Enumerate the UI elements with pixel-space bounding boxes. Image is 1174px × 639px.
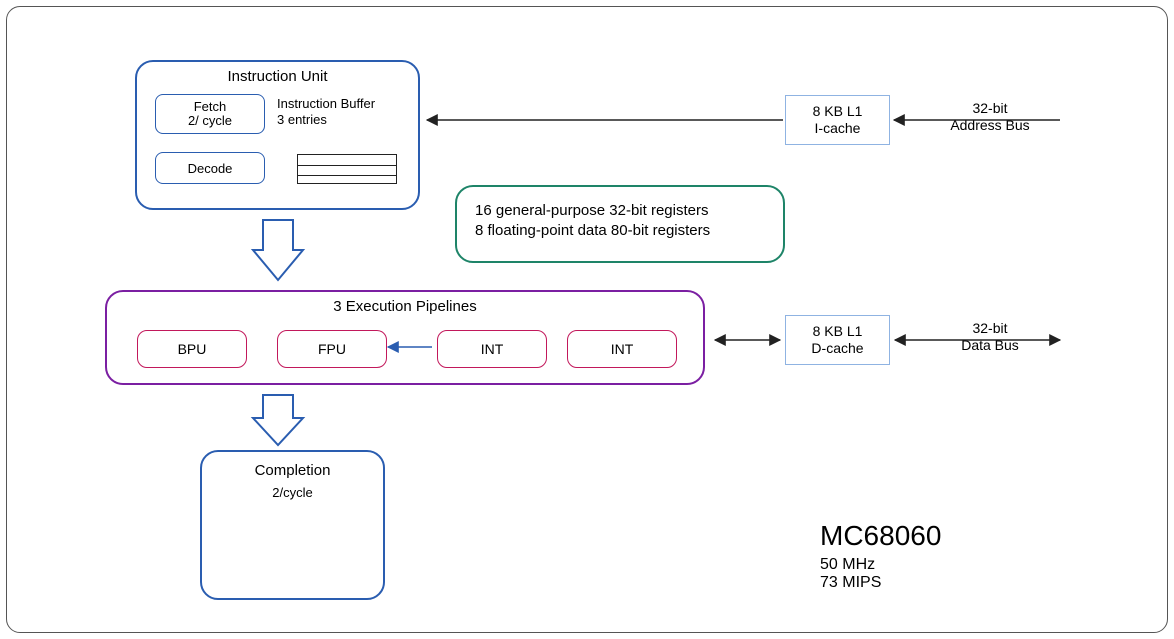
registers-line1: 16 general-purpose 32-bit registers [475,201,765,221]
dcache-box: 8 KB L1 D-cache [785,315,890,365]
completion-box: Completion 2/cycle [200,450,385,600]
pipelines-title: 3 Execution Pipelines [107,298,703,315]
pipeline-unit-0: BPU [137,330,247,368]
chip-info: MC68060 50 MHz 73 MIPS [820,520,1120,592]
pipeline-unit-3: INT [567,330,677,368]
buffer-line1: Instruction Buffer [277,96,417,112]
chip-name: MC68060 [820,520,1120,552]
decode-label: Decode [188,161,233,176]
buffer-label: Instruction Buffer 3 entries [277,96,417,127]
decode-box: Decode [155,152,265,184]
address-bus-line2: Address Bus [930,117,1050,134]
pipeline-unit-2-label: INT [481,341,504,357]
diagram-canvas: Instruction Unit Fetch 2/ cycle Instruct… [0,0,1174,639]
chip-mips: 73 MIPS [820,574,1120,592]
icache-box: 8 KB L1 I-cache [785,95,890,145]
completion-sub: 2/cycle [202,485,383,500]
data-bus-line2: Data Bus [930,337,1050,354]
address-bus-line1: 32-bit [930,100,1050,117]
address-bus-label: 32-bit Address Bus [930,100,1050,134]
buffer-line2: 3 entries [277,112,417,128]
buffer-stack [297,154,397,184]
pipeline-unit-1-label: FPU [318,341,346,357]
pipelines-box: 3 Execution Pipelines BPU FPU INT INT [105,290,705,385]
registers-line2: 8 floating-point data 80-bit registers [475,221,765,241]
registers-box: 16 general-purpose 32-bit registers 8 fl… [455,185,785,263]
dcache-line2: D-cache [811,340,863,357]
dcache-line1: 8 KB L1 [813,323,863,340]
completion-title: Completion [202,462,383,479]
icache-line2: I-cache [815,120,861,137]
icache-line1: 8 KB L1 [813,103,863,120]
data-bus-line1: 32-bit [930,320,1050,337]
instruction-unit-title: Instruction Unit [137,68,418,85]
fetch-line1: Fetch [194,100,227,114]
data-bus-label: 32-bit Data Bus [930,320,1050,354]
pipeline-unit-2: INT [437,330,547,368]
pipeline-unit-3-label: INT [611,341,634,357]
fetch-line2: 2/ cycle [188,114,232,128]
chip-clock: 50 MHz [820,556,1120,574]
fetch-box: Fetch 2/ cycle [155,94,265,134]
pipeline-unit-0-label: BPU [178,341,207,357]
instruction-unit: Instruction Unit Fetch 2/ cycle Instruct… [135,60,420,210]
pipeline-unit-1: FPU [277,330,387,368]
